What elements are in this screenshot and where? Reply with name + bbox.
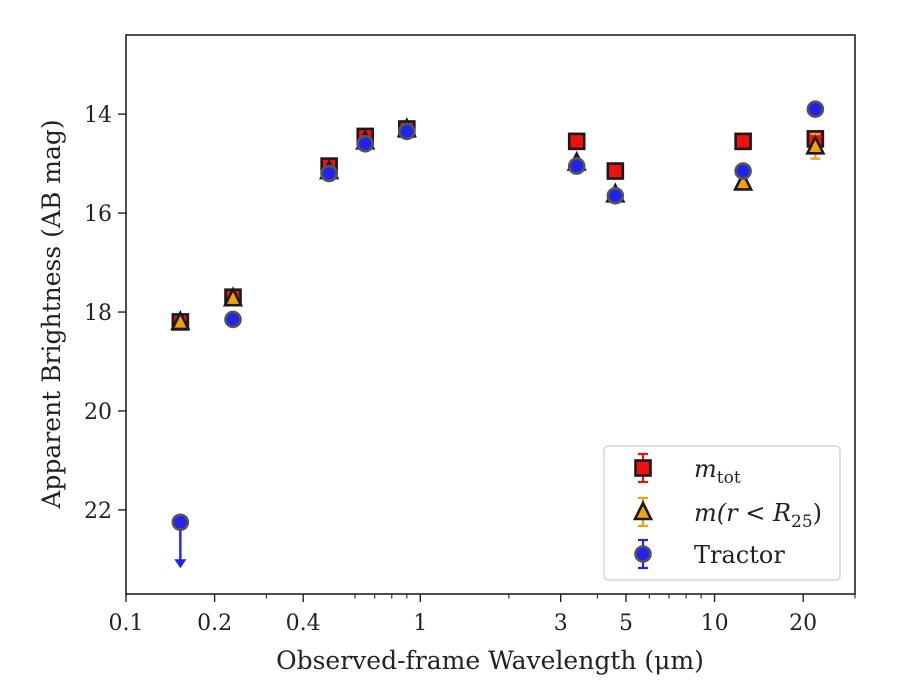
legend-marker-m-r25	[632, 500, 654, 521]
x-tick-label: 10	[701, 611, 729, 636]
y-tick-label: 14	[84, 103, 112, 128]
x-tick-label: 0.2	[197, 611, 232, 636]
legend: mtot m(r < R25) Tractor	[603, 445, 841, 581]
y-tick-label: 18	[84, 301, 112, 326]
x-tick-label: 20	[789, 611, 817, 636]
legend-marker-tractor	[634, 545, 652, 563]
tractor-point	[806, 100, 825, 119]
y-tick-label: 16	[84, 202, 112, 227]
x-tick-label: 3	[554, 611, 568, 636]
plot-frame	[125, 34, 856, 595]
tractor-point	[606, 186, 625, 205]
x-tick-label: 1	[413, 611, 427, 636]
tractor-point	[356, 135, 375, 153]
mtot-point	[734, 132, 752, 151]
mtot-point	[567, 132, 586, 151]
x-axis-ticks: 0.1 0.2 0.4 1 3 5 10 20	[109, 594, 856, 636]
x-tick-label: 0.1	[109, 611, 144, 636]
x-tick-label: 0.4	[286, 611, 321, 636]
tractor-point	[224, 310, 242, 329]
y-tick-label: 22	[84, 499, 112, 524]
legend-box	[603, 445, 841, 581]
legend-marker-mtot	[634, 459, 652, 477]
x-axis-label: Observed-frame Wavelength (μm)	[276, 646, 704, 675]
tractor-point	[734, 162, 752, 180]
y-axis-ticks: 14 16 18 20 22	[84, 103, 126, 524]
data-marks	[170, 100, 826, 569]
legend-label: mtot	[694, 455, 741, 488]
m-r25-point	[170, 310, 191, 331]
y-tick-label: 20	[84, 400, 112, 425]
legend-label: Tractor	[694, 541, 785, 569]
m-r25-point	[222, 286, 244, 307]
m-r25-point	[805, 134, 826, 155]
tractor-point	[398, 122, 416, 141]
m-r25-point	[733, 170, 754, 191]
upper-limit-arrowhead	[174, 559, 187, 569]
tractor-point	[320, 164, 338, 183]
tractor-point	[171, 513, 190, 532]
x-tick-label: 5	[619, 611, 633, 636]
y-axis-label: Apparent Brightness (AB mag)	[37, 119, 66, 509]
mtot-point	[606, 162, 625, 180]
legend-label: m(r < R25)	[694, 499, 822, 532]
tractor-point	[567, 157, 586, 175]
